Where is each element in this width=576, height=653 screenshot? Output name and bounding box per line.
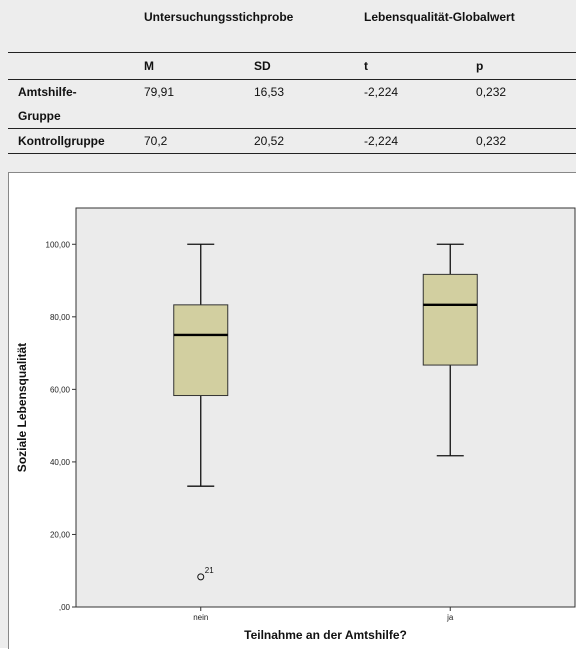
cell-m: 70,2: [144, 134, 168, 148]
outlier-point: [197, 573, 205, 581]
subheader-t: t: [364, 59, 369, 73]
stats-table-panel: Untersuchungsstichprobe Lebensqualität-G…: [8, 0, 576, 172]
y-tick-label: 60,00: [50, 385, 71, 394]
cell-t: -2,224: [364, 85, 399, 99]
boxplot-panel: ,00 20,00 40,00 60,00 80,00 100,00 21 nein ja Tei…: [8, 172, 576, 649]
header-untersuchungsstichprobe: Untersuchungsstichprobe: [144, 10, 294, 24]
x-axis-label: Teilnahme an der Amtshilfe?: [244, 628, 407, 642]
cell-sd: 16,53: [254, 85, 285, 99]
box-ja: [422, 273, 478, 366]
subheader-empty: [8, 53, 134, 80]
row-label-line2: Gruppe: [18, 109, 61, 123]
y-axis-label: Soziale Lebensqualität: [15, 343, 29, 472]
box-nein: [173, 304, 229, 397]
cell-p: 0,232: [476, 134, 507, 148]
table-row: Amtshilfe- 79,91 16,53 -2,224 0,232: [8, 79, 576, 105]
cell-sd: 20,52: [254, 134, 285, 148]
table-header-row: Untersuchungsstichprobe Lebensqualität-G…: [8, 0, 576, 53]
outlier-label: 21: [205, 566, 214, 575]
y-tick-label: ,00: [59, 603, 71, 612]
header-cell-empty: [8, 0, 134, 53]
table-row: Kontrollgruppe 70,2 20,52 -2,224 0,232: [8, 128, 576, 154]
y-tick-label: 80,00: [50, 313, 71, 322]
subheader-sd: SD: [254, 59, 271, 73]
table-subheader-row: M SD t p: [8, 53, 576, 80]
plot-area: [75, 207, 576, 608]
x-tick-label: nein: [193, 613, 208, 622]
stats-table: Untersuchungsstichprobe Lebensqualität-G…: [8, 0, 576, 154]
table-row-continued: Gruppe: [8, 104, 576, 129]
x-tick-label: ja: [446, 613, 454, 622]
row-label: Kontrollgruppe: [18, 134, 105, 148]
cell-m: 79,91: [144, 85, 175, 99]
cell-p: 0,232: [476, 85, 507, 99]
subheader-p: p: [476, 59, 484, 73]
row-label: Amtshilfe-: [18, 85, 77, 99]
boxplot-chart: ,00 20,00 40,00 60,00 80,00 100,00 21 nein ja Tei…: [15, 207, 576, 642]
subheader-m: M: [144, 59, 154, 73]
cell-t: -2,224: [364, 134, 399, 148]
y-tick-label: 20,00: [50, 530, 71, 539]
y-tick-label: 100,00: [46, 240, 71, 249]
header-lebensqualitaet: Lebensqualität-Globalwert: [364, 10, 515, 24]
y-tick-label: 40,00: [50, 458, 71, 467]
